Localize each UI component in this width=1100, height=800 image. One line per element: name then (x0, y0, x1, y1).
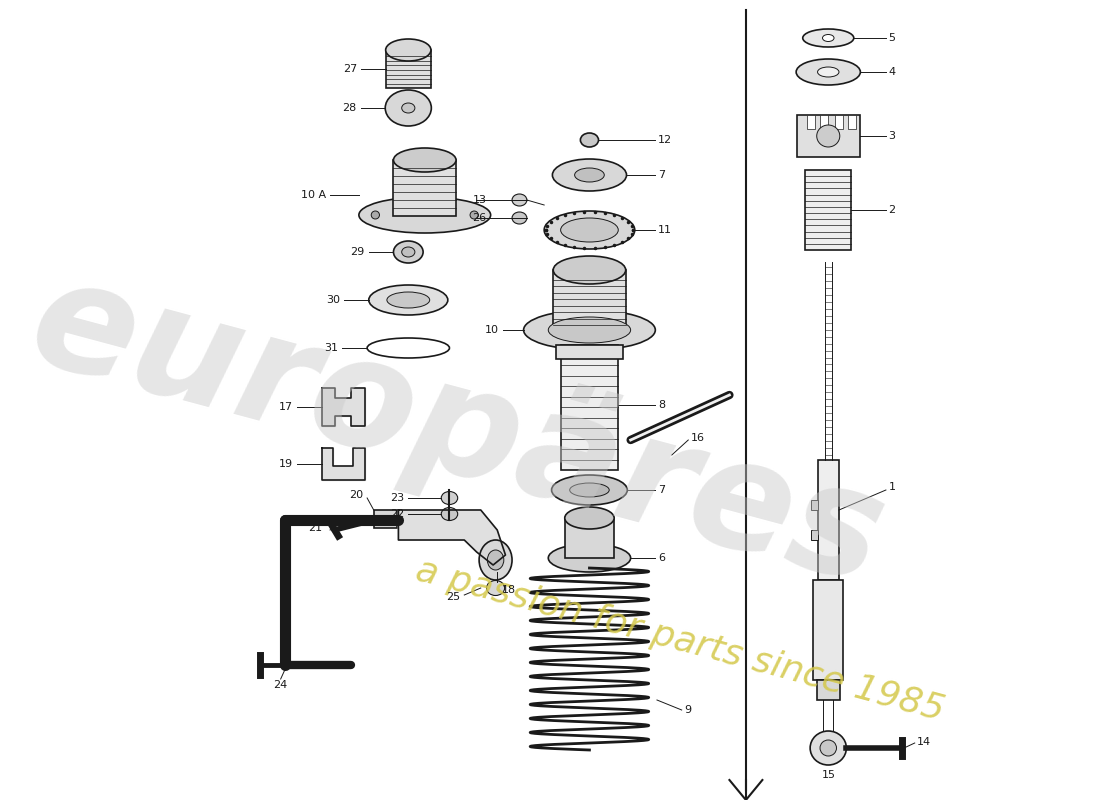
Ellipse shape (394, 241, 424, 263)
Ellipse shape (551, 475, 627, 505)
Text: 14: 14 (917, 737, 932, 747)
Ellipse shape (524, 310, 656, 350)
Text: 16: 16 (691, 433, 705, 443)
Bar (561, 345, 618, 470)
Text: 20: 20 (349, 490, 363, 500)
Bar (813, 580, 843, 680)
Bar (386, 50, 431, 88)
Ellipse shape (368, 285, 448, 315)
Text: 26: 26 (472, 213, 486, 223)
Text: 9: 9 (684, 705, 691, 715)
Bar (835, 115, 843, 129)
Bar (806, 115, 815, 129)
Bar (848, 115, 856, 129)
Text: 19: 19 (279, 459, 293, 469)
Bar (553, 270, 626, 330)
Ellipse shape (387, 292, 430, 308)
Ellipse shape (548, 317, 630, 343)
Text: 22: 22 (389, 509, 404, 519)
Text: 28: 28 (342, 103, 356, 113)
Ellipse shape (552, 159, 627, 191)
Ellipse shape (553, 256, 626, 284)
Text: 17: 17 (279, 402, 293, 412)
Text: 12: 12 (658, 135, 672, 145)
Text: 8: 8 (658, 400, 664, 410)
Bar (817, 460, 839, 580)
Text: 6: 6 (658, 553, 664, 563)
Ellipse shape (359, 197, 491, 233)
Text: 10 A: 10 A (300, 190, 326, 200)
Text: 25: 25 (446, 592, 460, 602)
Ellipse shape (823, 34, 834, 42)
Ellipse shape (796, 59, 860, 85)
Ellipse shape (561, 218, 618, 242)
Text: 7: 7 (658, 170, 664, 180)
Text: 13: 13 (473, 195, 486, 205)
Ellipse shape (816, 125, 839, 147)
Bar (556, 345, 624, 359)
Text: 29: 29 (351, 247, 365, 257)
Text: 2: 2 (889, 205, 895, 215)
Ellipse shape (810, 731, 846, 765)
Text: 21: 21 (308, 523, 322, 533)
Text: 3: 3 (889, 131, 895, 141)
Ellipse shape (386, 39, 431, 61)
Polygon shape (322, 388, 365, 426)
Text: 27: 27 (343, 64, 358, 74)
Ellipse shape (512, 212, 527, 224)
Text: 1: 1 (889, 482, 895, 492)
Bar (798, 115, 859, 157)
Circle shape (480, 540, 512, 580)
Bar (820, 115, 828, 129)
Ellipse shape (402, 247, 415, 257)
Text: 31: 31 (324, 343, 339, 353)
Bar (564, 518, 614, 558)
Ellipse shape (564, 507, 614, 529)
Text: 7: 7 (658, 485, 664, 495)
Text: 18: 18 (502, 585, 516, 595)
Ellipse shape (470, 211, 478, 219)
Bar (374, 510, 397, 528)
Bar (394, 160, 456, 216)
Ellipse shape (574, 168, 604, 182)
Text: 23: 23 (390, 493, 404, 503)
Polygon shape (322, 448, 365, 480)
Text: 30: 30 (326, 295, 340, 305)
Ellipse shape (394, 148, 456, 172)
Text: 10: 10 (485, 325, 499, 335)
Ellipse shape (820, 740, 836, 756)
Text: 24: 24 (274, 680, 288, 690)
Bar (811, 530, 817, 540)
Bar (811, 500, 817, 510)
Ellipse shape (803, 29, 854, 47)
Polygon shape (398, 510, 506, 565)
Ellipse shape (486, 581, 505, 595)
Ellipse shape (441, 507, 458, 521)
Ellipse shape (544, 211, 635, 249)
Text: 5: 5 (889, 33, 895, 43)
Ellipse shape (371, 211, 380, 219)
Text: a passion for parts since 1985: a passion for parts since 1985 (412, 553, 948, 727)
Ellipse shape (570, 483, 609, 497)
Ellipse shape (402, 103, 415, 113)
Ellipse shape (817, 67, 839, 77)
Text: 11: 11 (658, 225, 672, 235)
Bar (805, 170, 851, 250)
Ellipse shape (385, 90, 431, 126)
Text: europäres: europäres (15, 244, 900, 616)
Bar (816, 680, 839, 700)
Ellipse shape (512, 194, 527, 206)
Ellipse shape (581, 133, 598, 147)
Text: 15: 15 (822, 770, 836, 780)
Ellipse shape (441, 491, 458, 505)
Ellipse shape (548, 544, 630, 572)
Text: 4: 4 (889, 67, 895, 77)
Circle shape (487, 550, 504, 570)
